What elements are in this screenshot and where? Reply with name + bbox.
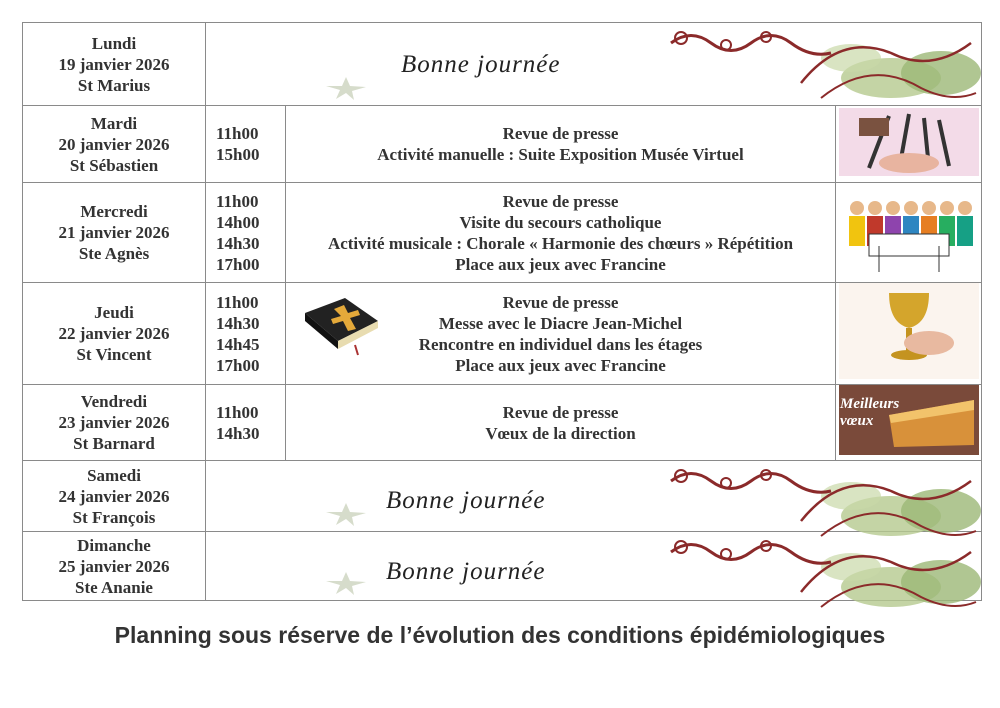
event-label: Activité manuelle : Suite Exposition Mus… [377, 145, 744, 164]
day-name: Vendredi [80, 392, 148, 411]
event-label: Revue de presse [502, 124, 619, 143]
day-date: 23 janvier 2026 [58, 413, 170, 432]
event-label: Place aux jeux avec Francine [455, 254, 666, 274]
time-cell: 11h00 14h30 14h45 17h00 [205, 282, 286, 385]
day-name: Mardi [90, 113, 138, 133]
flower-icon [324, 501, 368, 532]
day-date: 19 janvier 2026 [58, 54, 170, 74]
day-saint: St François [72, 507, 156, 527]
event-label: Visite du secours catholique [459, 212, 662, 232]
day-date: 24 janvier 2026 [58, 486, 170, 506]
wish-text: Bonne journée [401, 51, 561, 78]
day-saint: Ste Agnès [78, 244, 150, 263]
flower-icon [324, 75, 368, 106]
day-cell: Dimanche 25 janvier 2026 Ste Ananie [22, 531, 206, 601]
day-row: Dimanche 25 janvier 2026 Ste Ananie Bonne … [22, 531, 982, 608]
time-cell: 11h00 14h00 14h30 17h00 [205, 182, 286, 283]
event-time: 17h00 [216, 355, 260, 375]
day-cell: Lundi 19 janvier 2026 St Marius [22, 22, 206, 106]
image-caption: Meilleurs vœux [840, 396, 900, 429]
event-label: Revue de presse [502, 191, 619, 211]
event-time: 14h00 [216, 212, 260, 232]
event-time: 14h30 [216, 423, 260, 443]
event-time: 14h30 [216, 233, 260, 253]
activity-cell: Revue de presse Visite du secours catholi… [285, 182, 836, 283]
event-time: 14h45 [216, 334, 260, 354]
event-label: Place aux jeux avec Francine [455, 355, 666, 375]
day-name: Samedi [87, 465, 141, 485]
day-cell: Mercredi 21 janvier 2026 Ste Agnès [22, 182, 206, 283]
day-cell: Vendredi 23 janvier 2026 St Barnard [22, 384, 206, 461]
day-row: Mardi 20 janvier 2026 St Sébastien 11h00 15h… [22, 105, 982, 183]
activity-cell: Revue de presse Activité manuelle : Suite… [285, 105, 836, 183]
day-saint: St Marius [77, 75, 151, 95]
wish-text: Bonne journée [386, 487, 546, 514]
event-label: Revue de presse [502, 292, 619, 312]
floral-swirl-decoration [670, 540, 981, 608]
day-saint: St Sébastien [69, 155, 159, 175]
day-cell: Samedi 24 janvier 2026 St François [22, 460, 206, 532]
event-label: Activité musicale : Chorale « Harmonie d… [327, 233, 794, 253]
free-day-cell: Bonne journée [205, 22, 982, 106]
activity-image: Meilleurs vœux [835, 384, 982, 461]
day-saint: St Vincent [76, 345, 152, 364]
day-saint: St Barnard [73, 434, 155, 453]
event-label: Rencontre en individuel dans les étages [418, 334, 703, 354]
day-name: Jeudi [94, 303, 134, 322]
day-cell: Jeudi 22 janvier 2026 St Vincent [22, 282, 206, 385]
day-date: 25 janvier 2026 [58, 556, 170, 576]
day-date: 20 janvier 2026 [58, 134, 170, 154]
event-time: 11h00 [216, 191, 259, 211]
event-time: 14h30 [216, 313, 260, 333]
event-label: Vœux de la direction [485, 423, 636, 443]
event-time: 11h00 [216, 124, 259, 143]
day-row: Jeudi 22 janvier 2026 St Vincent 11h00 14h30… [22, 282, 982, 385]
day-row: Mercredi 21 janvier 2026 Ste Agnès 11h00 14h… [22, 182, 982, 283]
activity-image [835, 282, 982, 385]
day-date: 22 janvier 2026 [58, 324, 170, 343]
floral-swirl-decoration [670, 31, 981, 99]
time-cell: 11h00 14h30 [205, 384, 286, 461]
event-time: 11h00 [216, 292, 259, 312]
bible-icon [305, 298, 378, 356]
event-time: 17h00 [216, 254, 260, 274]
event-label: Revue de presse [502, 402, 619, 422]
event-label: Messe avec le Diacre Jean-Michel [438, 313, 683, 333]
day-name: Lundi [91, 33, 137, 53]
activity-cell: Revue de presse Vœux de la direction [285, 384, 836, 461]
day-cell: Mardi 20 janvier 2026 St Sébastien [22, 105, 206, 183]
wish-text: Bonne journée [386, 558, 546, 585]
flower-icon [324, 570, 368, 601]
time-cell: 11h00 15h00 [205, 105, 286, 183]
footer-note: Planning sous réserve de l’évolution des… [114, 622, 886, 648]
day-row: Lundi 19 janvier 2026 St Marius Bonne jour… [22, 22, 982, 106]
event-time: 15h00 [216, 145, 260, 164]
day-row: Vendredi 23 janvier 2026 St Barnard 11h00 14… [22, 384, 982, 461]
day-saint: Ste Ananie [75, 577, 153, 597]
activity-image [835, 182, 982, 283]
event-time: 11h00 [216, 402, 259, 422]
activity-cell: Revue de presse Messe avec le Diacre Jean… [285, 282, 836, 385]
free-day-cell: Bonne journée [205, 531, 982, 608]
free-day-cell: Bonne journée [205, 460, 982, 537]
day-date: 21 janvier 2026 [58, 223, 170, 242]
floral-swirl-decoration [670, 469, 981, 537]
day-name: Mercredi [80, 202, 148, 221]
weekly-schedule-table: Lundi 19 janvier 2026 St Marius Bonne jour… [22, 22, 982, 608]
activity-image [835, 105, 982, 183]
day-name: Dimanche [77, 535, 151, 555]
day-row: Samedi 24 janvier 2026 St François Bonne j… [22, 460, 982, 537]
